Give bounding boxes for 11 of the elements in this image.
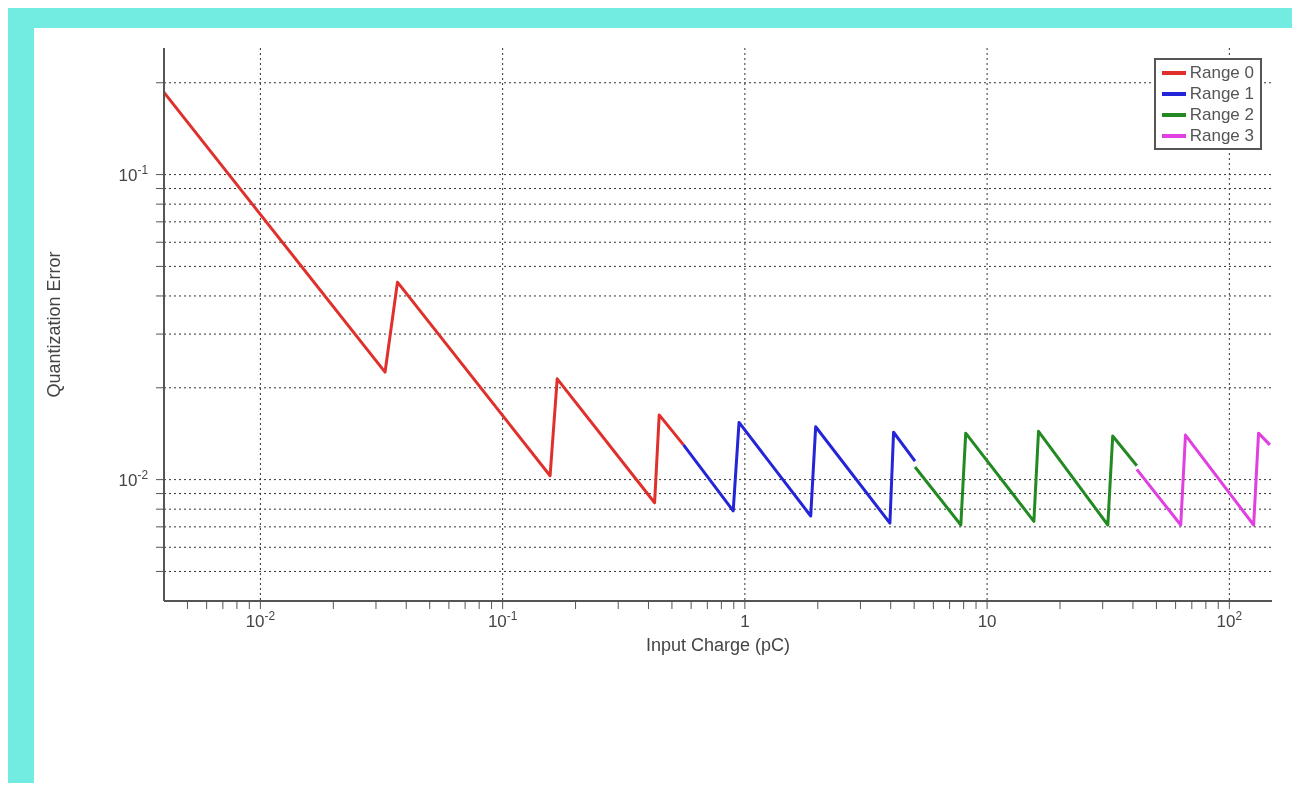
x-tick-label: 10$^{-1}$ [487, 609, 518, 631]
legend-label: Range 2 [1189, 104, 1254, 125]
y-axis-title: Quantization Error [44, 251, 65, 398]
legend-label: Range 3 [1189, 125, 1254, 146]
x-tick-label: 10 [977, 612, 997, 631]
x-tick-label: 10$^{2}$ [1216, 609, 1243, 631]
legend-label: Range 1 [1189, 83, 1254, 104]
x-axis-title: Input Charge (pC) [645, 635, 791, 655]
x-tick-label: 10$^{-2}$ [245, 609, 276, 631]
legend-label: Range 0 [1189, 62, 1254, 83]
x-tick-label: 1 [740, 612, 750, 631]
